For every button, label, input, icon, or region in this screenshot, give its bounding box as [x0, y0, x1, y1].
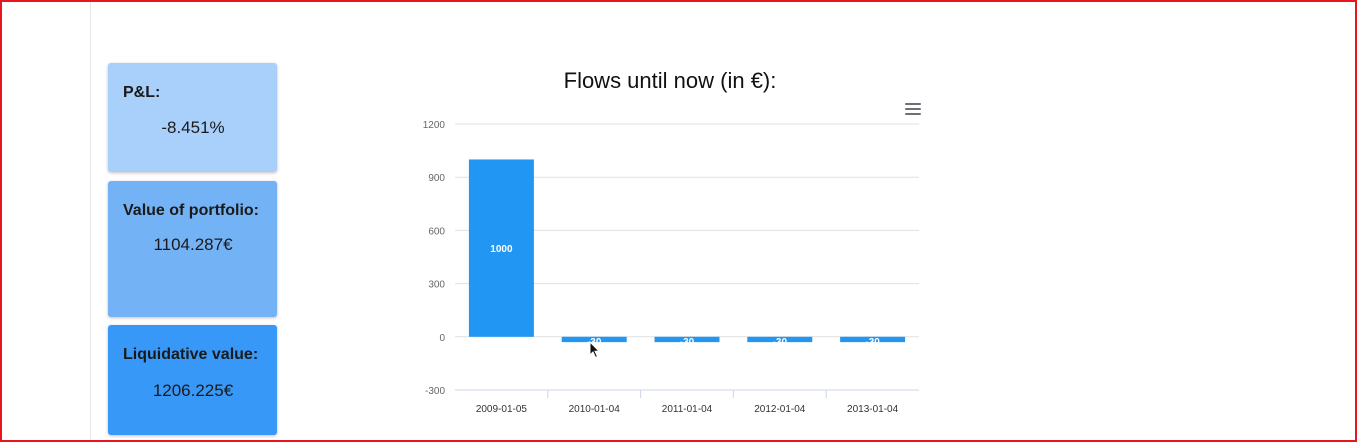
y-tick-label: 900 — [428, 173, 445, 184]
sidebar-divider — [90, 2, 91, 440]
hamburger-menu-icon[interactable] — [905, 103, 921, 115]
data-label: -30 — [773, 337, 788, 348]
data-label: -30 — [680, 337, 695, 348]
data-label: 1000 — [490, 244, 513, 255]
chart-title: Flows until now (in €): — [563, 68, 777, 93]
pnl-value: -8.451% — [161, 118, 225, 137]
bar — [468, 159, 534, 337]
liquidative-value: 1206.225€ — [152, 381, 234, 400]
y-tick-label: 600 — [428, 226, 445, 237]
data-label: -30 — [587, 337, 602, 348]
y-tick-label: 0 — [439, 333, 445, 344]
data-label: -30 — [865, 337, 880, 348]
portfolio-value: 1104.287€ — [153, 235, 233, 254]
mouse-pointer-icon — [589, 341, 601, 359]
x-tick-label: 2010-01-04 — [569, 404, 621, 415]
y-tick-label: 300 — [428, 280, 445, 291]
bar — [654, 336, 720, 343]
liquidative-value-label: Liquidative value: — [123, 346, 259, 363]
bar — [561, 336, 627, 343]
x-tick-label: 2011-01-04 — [662, 404, 713, 415]
liquidative-value-card: Liquidative value: 1206.225€ — [108, 325, 277, 435]
pnl-label: P&L: — [123, 84, 161, 101]
y-tick-label: 1200 — [423, 120, 446, 131]
bar — [840, 336, 906, 343]
pnl-card: P&L: -8.451% — [108, 63, 277, 172]
portfolio-value-label: Value of portfolio: — [123, 202, 259, 219]
x-tick-label: 2009-01-05 — [476, 404, 528, 415]
x-tick-label: 2012-01-04 — [754, 404, 806, 415]
portfolio-value-card: Value of portfolio: 1104.287€ — [108, 181, 277, 317]
bar — [747, 336, 813, 343]
y-tick-label: -300 — [425, 386, 445, 397]
x-tick-label: 2013-01-04 — [847, 404, 899, 415]
